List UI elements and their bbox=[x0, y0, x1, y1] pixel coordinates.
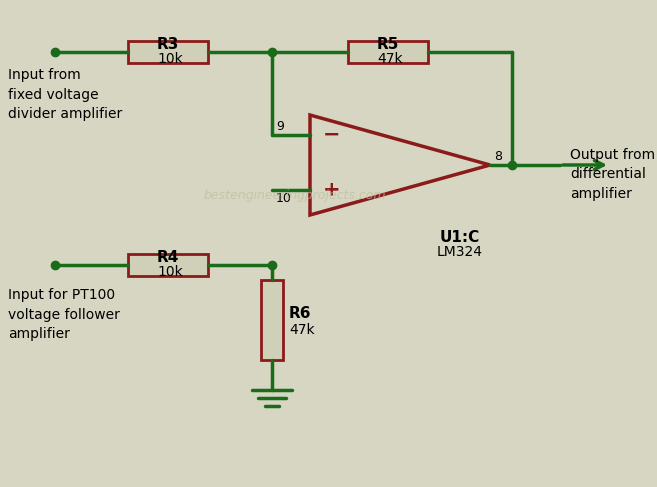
Text: LM324: LM324 bbox=[437, 245, 483, 259]
Text: −: − bbox=[323, 125, 341, 145]
Text: 9: 9 bbox=[276, 120, 284, 133]
Text: R4: R4 bbox=[157, 250, 179, 265]
Text: 10k: 10k bbox=[157, 52, 183, 66]
FancyBboxPatch shape bbox=[128, 254, 208, 276]
Text: Input from
fixed voltage
divider amplifier: Input from fixed voltage divider amplifi… bbox=[8, 68, 122, 121]
Text: 47k: 47k bbox=[289, 323, 315, 337]
Text: Output from
differential
amplifier: Output from differential amplifier bbox=[570, 148, 655, 201]
Text: Input for PT100
voltage follower
amplifier: Input for PT100 voltage follower amplifi… bbox=[8, 288, 120, 341]
Text: 10k: 10k bbox=[157, 265, 183, 279]
Text: R5: R5 bbox=[377, 37, 399, 52]
Text: R6: R6 bbox=[289, 306, 311, 321]
Text: +: + bbox=[323, 180, 341, 200]
Text: 47k: 47k bbox=[377, 52, 403, 66]
FancyBboxPatch shape bbox=[261, 280, 283, 360]
Text: 10: 10 bbox=[276, 192, 292, 205]
Text: bestengineeringprojects.com: bestengineeringprojects.com bbox=[204, 188, 386, 202]
FancyBboxPatch shape bbox=[128, 41, 208, 63]
FancyBboxPatch shape bbox=[348, 41, 428, 63]
Text: 8: 8 bbox=[494, 150, 502, 163]
Polygon shape bbox=[310, 115, 490, 215]
Text: U1:C: U1:C bbox=[440, 230, 480, 245]
Text: R3: R3 bbox=[157, 37, 179, 52]
